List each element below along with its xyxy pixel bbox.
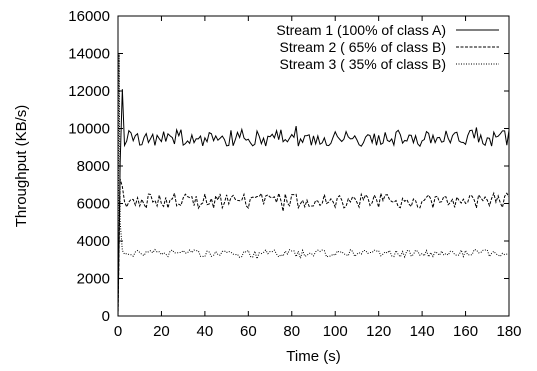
x-tick-label: 120	[366, 323, 391, 340]
x-tick-label: 160	[453, 323, 478, 340]
y-tick-label: 12000	[68, 83, 110, 100]
x-tick-label: 60	[240, 323, 257, 340]
legend-label-1: Stream 1 (100% of class A)	[276, 22, 446, 38]
x-tick-label: 100	[323, 323, 348, 340]
x-axis-label: Time (s)	[286, 348, 340, 365]
y-tick-label: 8000	[77, 158, 110, 175]
x-tick-label: 20	[153, 323, 170, 340]
plot-frame	[117, 15, 510, 317]
series-line-2	[117, 178, 510, 317]
series-line-3	[117, 53, 510, 317]
y-tick-label: 10000	[68, 121, 110, 138]
x-tick-label: 0	[114, 323, 122, 340]
x-tick-label: 140	[410, 323, 435, 340]
legend: Stream 1 (100% of class A)Stream 2 ( 65%…	[276, 22, 499, 72]
series-line-1	[117, 89, 510, 317]
y-tick-label: 16000	[68, 8, 110, 25]
y-axis-label: Throughput (KB/s)	[13, 105, 30, 228]
y-tick-label: 0	[102, 308, 110, 325]
y-tick-label: 6000	[77, 196, 110, 213]
x-tick-label: 40	[197, 323, 214, 340]
y-tick-label: 2000	[77, 271, 110, 288]
series-lines	[117, 53, 510, 317]
legend-label-2: Stream 2 ( 65% of class B)	[279, 39, 446, 55]
x-tick-label: 80	[283, 323, 300, 340]
x-tick-label: 180	[496, 323, 521, 340]
axis-ticks: 0 2000 4000 6000 8000 10000 12000 14000 16000 0 20…	[68, 8, 521, 340]
legend-label-3: Stream 3 ( 35% of class B)	[279, 56, 446, 72]
y-tick-label: 14000	[68, 46, 110, 63]
y-tick-label: 4000	[77, 233, 110, 250]
